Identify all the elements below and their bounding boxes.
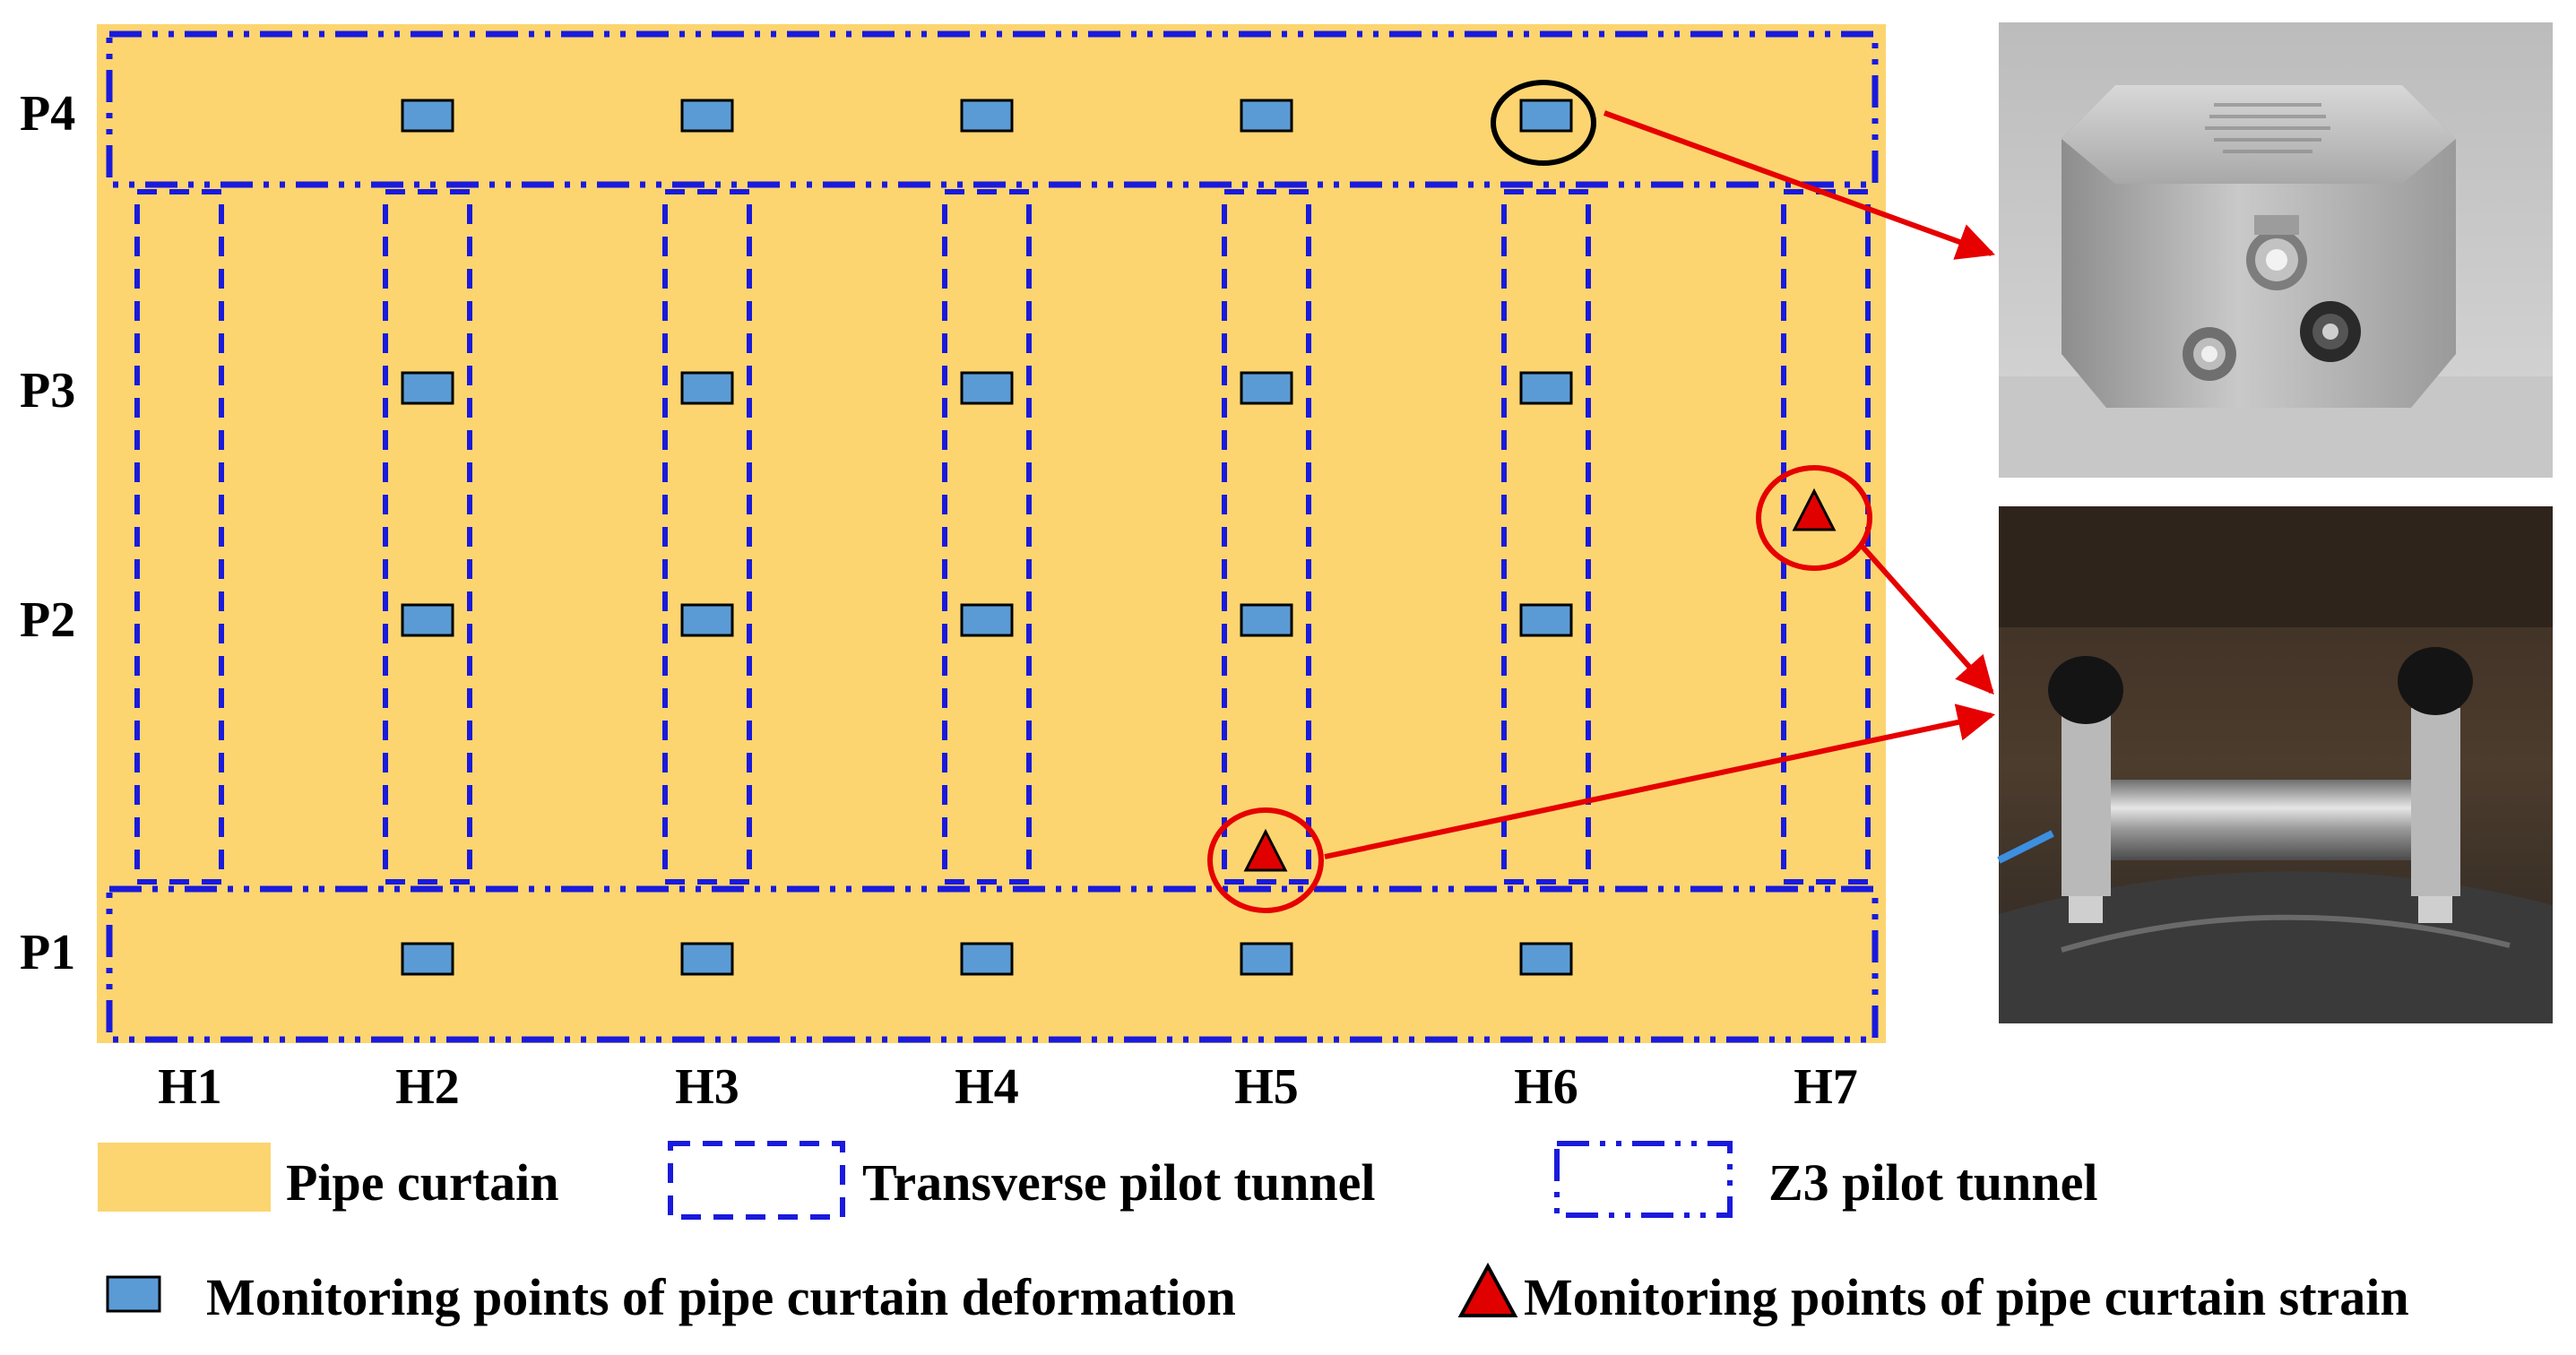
legend-label-deformation-points: Monitoring points of pipe curtain deform… [206,1268,1236,1326]
legend-swatch-transverse-tunnel [668,1141,845,1220]
row-label-p2: P2 [20,592,75,648]
deformation-point-p2-h4 [960,603,1014,637]
deformation-point-p3-h2 [401,371,454,405]
legend-label-strain-points: Monitoring points of pipe curtain strain [1524,1268,2409,1326]
deformation-point-p4-h2 [401,99,454,133]
deformation-monitoring-points [401,99,1573,976]
highlight-circle-strain-h5 [1207,807,1324,913]
legend-swatch-strain-point [1457,1262,1518,1317]
column-label-h1: H1 [158,1059,222,1115]
deformation-sensor-photo [1999,22,2553,478]
z3-tunnel-top [106,30,1879,188]
strain-point-h7 [1792,488,1837,531]
column-label-h5: H5 [1234,1059,1299,1115]
deformation-point-p1-h6 [1519,942,1573,976]
transverse-tunnel-h1 [134,189,224,885]
deformation-point-p2-h2 [401,603,454,637]
row-label-p1: P1 [20,925,75,980]
column-label-h3: H3 [675,1059,739,1115]
transverse-tunnel-h3 [662,189,752,885]
deformation-point-p3-h6 [1519,371,1573,405]
callout-arrow-strain-h5 [1324,703,1996,859]
deformation-point-p3-h4 [960,371,1014,405]
deformation-point-p4-h6 [1519,99,1573,133]
column-label-h2: H2 [395,1059,460,1115]
row-label-p3: P3 [20,363,75,419]
deformation-point-p4-h4 [960,99,1014,133]
transverse-tunnel-h6 [1501,189,1591,885]
column-label-h6: H6 [1514,1059,1578,1115]
deformation-point-p1-h4 [960,942,1014,976]
transverse-tunnel-h5 [1222,189,1311,885]
strain-gauge-photo [1997,506,2553,1023]
legend-swatch-z3-tunnel [1554,1141,1733,1218]
deformation-point-p1-h2 [401,942,454,976]
deformation-point-p4-h5 [1240,99,1293,133]
row-label-p4: P4 [20,86,75,142]
highlight-circle-deformation [1491,80,1596,166]
callout-arrow-deformation [1603,110,1995,260]
z3-tunnel-bottom [106,885,1879,1043]
legend-label-pipe-curtain: Pipe curtain [286,1153,558,1212]
strain-point-h5 [1243,828,1288,872]
deformation-point-p2-h5 [1240,603,1293,637]
transverse-tunnel-h2 [383,189,472,885]
deformation-point-p1-h3 [680,942,734,976]
deformation-point-p3-h5 [1240,371,1293,405]
legend-swatch-pipe-curtain [98,1143,271,1212]
column-label-h4: H4 [955,1059,1019,1115]
deformation-point-p2-h6 [1519,603,1573,637]
strain-monitoring-points [1243,488,1837,872]
deformation-point-p1-h5 [1240,942,1293,976]
legend-label-transverse-tunnel: Transverse pilot tunnel [862,1153,1376,1212]
transverse-tunnel-h4 [942,189,1032,885]
deformation-point-p4-h3 [680,99,734,133]
legend-swatch-deformation-point [106,1275,161,1313]
highlight-circle-strain-h7 [1756,465,1872,571]
z3-pilot-tunnels [106,30,1879,1043]
column-label-h7: H7 [1794,1059,1858,1115]
deformation-point-p3-h3 [680,371,734,405]
deformation-point-p2-h3 [680,603,734,637]
legend-label-z3-tunnel: Z3 pilot tunnel [1768,1153,2097,1212]
callout-arrow-strain-h7 [1860,545,1994,695]
